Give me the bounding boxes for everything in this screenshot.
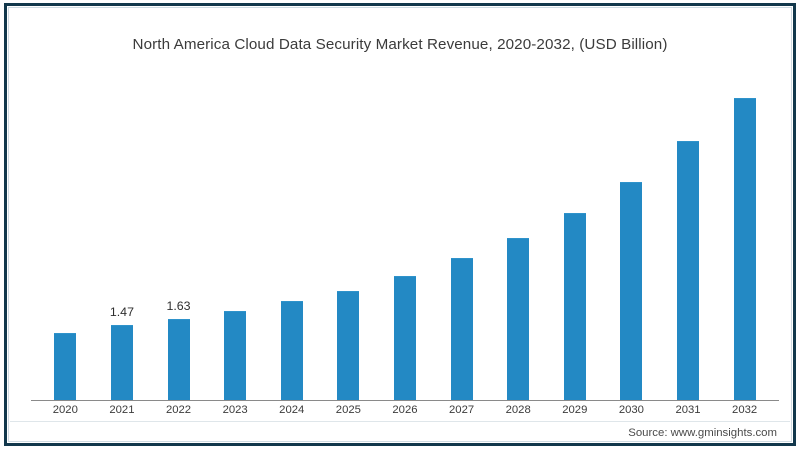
source-attribution: Source: www.gminsights.com [628, 427, 777, 439]
bar[interactable] [677, 141, 699, 401]
bar[interactable] [620, 182, 643, 401]
outer-border [4, 3, 796, 446]
bar[interactable] [110, 325, 133, 401]
bar[interactable] [224, 311, 247, 401]
x-axis-label: 2030 [618, 404, 644, 416]
x-axis-label: 2023 [222, 404, 248, 416]
bar-slot [320, 74, 377, 401]
x-axis-label: 2025 [335, 404, 361, 416]
bar[interactable] [54, 333, 77, 401]
bar-slot [377, 74, 434, 401]
bar[interactable] [167, 319, 190, 401]
chart-content: North America Cloud Data Security Market… [9, 8, 791, 441]
chart-title: North America Cloud Data Security Market… [132, 36, 668, 53]
bar-slot [660, 74, 717, 401]
bar-slot [37, 74, 94, 401]
bar-value-label: 1.63 [166, 299, 191, 313]
x-axis-label: 2020 [52, 404, 78, 416]
bar-slot [433, 74, 490, 401]
bar-slot: 1.63 [150, 74, 207, 401]
bar[interactable] [507, 238, 530, 401]
bar-slot [603, 74, 660, 401]
bar[interactable] [393, 276, 416, 401]
bar-slot [546, 74, 603, 401]
bar[interactable] [563, 213, 586, 401]
bar[interactable] [280, 301, 303, 401]
bar-slot [263, 74, 320, 401]
x-axis-line [31, 400, 779, 401]
x-axis-tick-labels: 2020 2021 2022 2023 2024 2025 2026 2027 2028 2029… [31, 404, 779, 416]
bar[interactable] [450, 258, 473, 401]
x-axis-label: 2026 [392, 404, 418, 416]
bar-slot [490, 74, 547, 401]
bar-series: 1.47 1.63 [31, 74, 779, 401]
x-axis-label: 2027 [449, 404, 475, 416]
x-axis-label: 2022 [165, 404, 192, 416]
footer-divider [10, 421, 790, 422]
bar[interactable] [733, 98, 756, 401]
x-axis-label: 2029 [562, 404, 588, 416]
x-axis-label: 2031 [675, 404, 701, 416]
x-axis-label: 2024 [279, 404, 305, 416]
x-axis-label: 2021 [109, 404, 135, 416]
plot-area: 1.47 1.63 [31, 74, 779, 401]
bar[interactable] [337, 291, 360, 401]
bar-slot: 1.47 [94, 74, 151, 401]
bar-value-label: 1.47 [109, 305, 134, 319]
x-axis-label: 2032 [732, 404, 758, 416]
bar-slot [207, 74, 264, 401]
x-axis-label: 2028 [505, 404, 531, 416]
bar-slot [716, 74, 773, 401]
